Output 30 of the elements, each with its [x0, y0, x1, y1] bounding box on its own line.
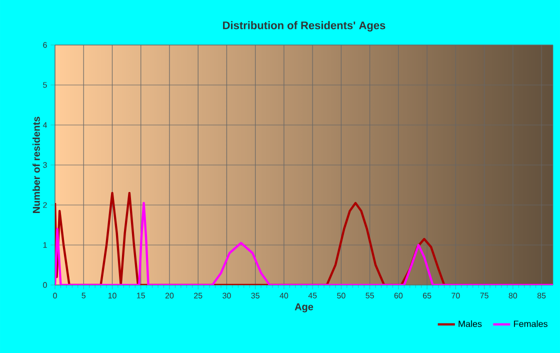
x-tick-label: 60 [394, 292, 403, 298]
y-tick-label: 6 [43, 42, 47, 48]
x-tick-label: 35 [251, 292, 260, 298]
x-tick-label: 80 [508, 292, 518, 298]
x-tick-label: 55 [366, 292, 374, 298]
x-tick-label: 0 [53, 292, 57, 298]
x-tick-label: 65 [423, 292, 432, 298]
x-tick-label: 85 [537, 292, 546, 298]
legend-label: Females [514, 320, 548, 328]
y-axis-title: Number of residents [32, 116, 40, 213]
x-tick-label: 70 [452, 292, 460, 298]
x-axis-title: Age [294, 303, 314, 312]
x-tick-label: 25 [194, 292, 202, 298]
y-tick-label: 3 [43, 162, 47, 168]
x-tick-label: 50 [337, 292, 346, 298]
y-tick-label: 0 [43, 282, 47, 288]
x-tick-label: 40 [280, 292, 288, 298]
x-tick-label: 10 [108, 292, 116, 298]
y-tick-label: 5 [43, 82, 47, 88]
x-tick-label: 30 [222, 292, 231, 298]
chart-title: Distribution of Residents' Ages [223, 21, 386, 32]
x-tick-label: 75 [480, 292, 488, 298]
y-tick-label: 1 [43, 242, 47, 248]
x-tick-label: 45 [308, 292, 317, 298]
y-tick-label: 2 [43, 202, 47, 208]
y-tick-label: 4 [42, 122, 47, 128]
legend-label: Males [458, 320, 482, 328]
x-tick-label: 5 [82, 292, 86, 298]
x-tick-label: 20 [165, 292, 174, 298]
x-tick-label: 15 [137, 292, 145, 298]
